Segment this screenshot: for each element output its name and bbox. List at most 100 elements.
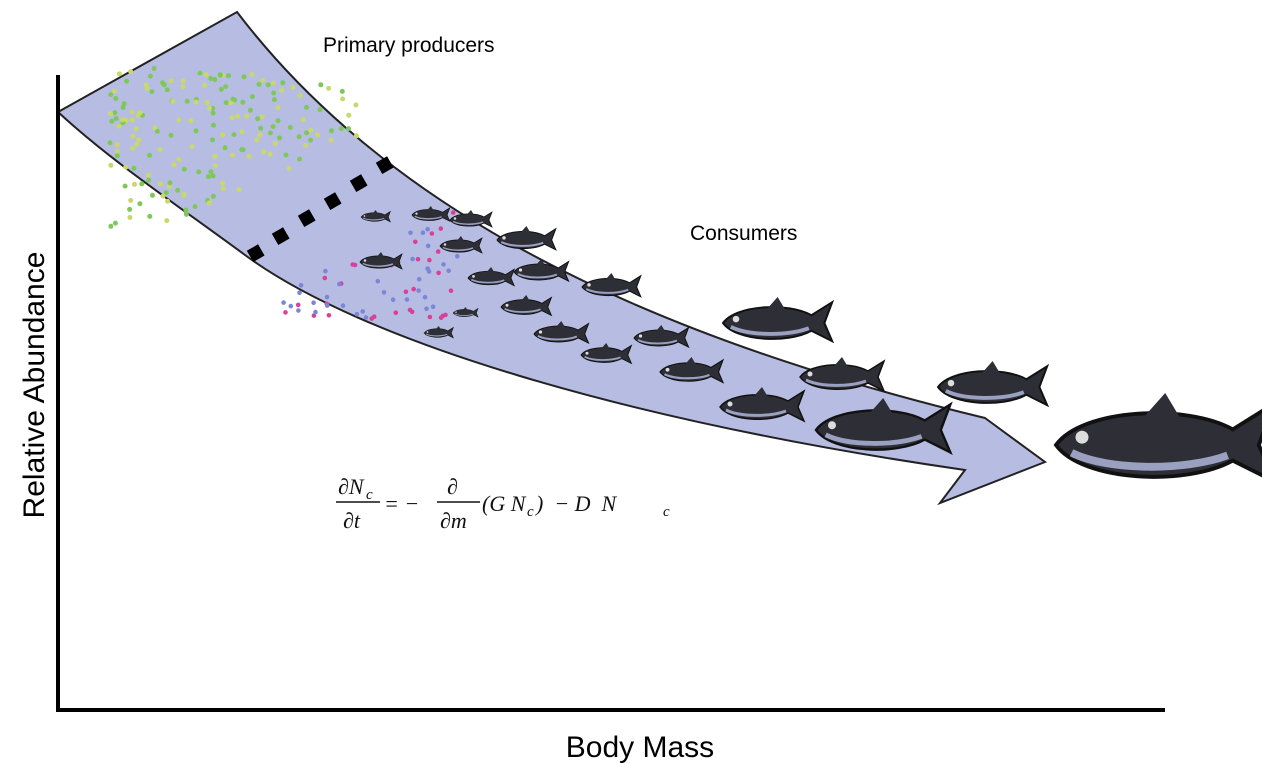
dot <box>116 123 122 129</box>
dot <box>146 177 152 183</box>
dot <box>271 90 277 96</box>
dot <box>296 134 302 140</box>
dot <box>183 211 189 217</box>
dot <box>430 304 436 310</box>
dot <box>121 101 127 107</box>
dot <box>150 192 155 198</box>
dot <box>144 86 150 91</box>
dot <box>132 181 137 187</box>
dot <box>350 262 356 267</box>
dot <box>205 174 211 180</box>
consumers-label: Consumers <box>690 222 797 245</box>
dot <box>108 92 114 98</box>
dot <box>360 309 366 314</box>
eq-text: c <box>366 487 373 503</box>
dot <box>176 117 182 123</box>
dot <box>270 124 276 129</box>
eq-text: ∂N <box>338 474 365 499</box>
dot <box>120 117 126 123</box>
dot <box>129 117 135 123</box>
dot <box>338 126 344 132</box>
dot <box>300 117 306 123</box>
dot <box>255 116 261 122</box>
dot <box>188 118 194 124</box>
dot <box>206 105 212 111</box>
dot <box>147 152 152 158</box>
dot <box>450 210 456 215</box>
dot <box>244 113 250 119</box>
dot <box>265 82 271 88</box>
dot <box>438 226 444 231</box>
eq-text: = − <box>384 491 419 516</box>
eq-text: ∂m <box>440 508 467 533</box>
dot <box>353 102 359 108</box>
dot <box>210 173 216 179</box>
dot <box>308 127 314 133</box>
dot <box>411 286 417 292</box>
dot <box>210 110 216 116</box>
dot <box>220 132 226 138</box>
dot <box>371 314 377 320</box>
dot <box>122 183 128 189</box>
eq-text: c <box>527 504 534 520</box>
dot <box>346 126 351 132</box>
dot <box>353 133 359 139</box>
dot <box>157 147 163 153</box>
producers-label: Primary producers <box>323 34 495 57</box>
dot <box>131 165 137 171</box>
dot <box>249 72 255 77</box>
x-axis-label: Body Mass <box>566 731 714 763</box>
dot <box>210 193 216 199</box>
dot <box>128 197 134 203</box>
dot <box>154 128 160 134</box>
dot <box>436 270 441 276</box>
dot <box>114 153 120 159</box>
dot <box>363 315 369 320</box>
dot <box>422 294 428 300</box>
dot <box>280 80 286 86</box>
dot <box>326 313 332 318</box>
dot <box>230 96 236 102</box>
dot <box>130 133 136 139</box>
dot <box>249 94 255 100</box>
dot <box>283 152 289 158</box>
dot <box>180 78 186 84</box>
dot <box>108 111 113 117</box>
dot <box>257 132 263 138</box>
dot <box>337 281 342 287</box>
dot <box>147 213 153 219</box>
dot <box>133 126 139 132</box>
dot <box>283 310 288 315</box>
dot <box>183 207 189 213</box>
dot <box>176 157 182 162</box>
dot <box>217 72 223 78</box>
dot <box>246 153 252 159</box>
dot <box>429 231 435 236</box>
dot <box>346 112 352 118</box>
dot <box>275 105 281 111</box>
dot <box>109 118 115 124</box>
eq-text: (G N <box>482 491 527 516</box>
dot <box>189 144 195 150</box>
dot <box>113 96 119 101</box>
dot <box>184 98 190 104</box>
dot <box>448 288 454 294</box>
dot <box>128 69 134 75</box>
dot <box>149 89 155 95</box>
dot <box>168 132 174 138</box>
dot <box>425 243 431 249</box>
dot <box>260 77 266 83</box>
dot <box>261 149 267 155</box>
dot <box>112 110 118 116</box>
dot <box>220 180 226 186</box>
dot <box>137 110 143 116</box>
dot <box>192 204 198 210</box>
dot <box>325 303 330 308</box>
dot <box>277 135 282 141</box>
dot <box>218 86 224 92</box>
dot <box>193 128 199 134</box>
dot <box>403 289 409 295</box>
eq-text: c <box>663 504 670 520</box>
dot <box>304 130 309 136</box>
dot <box>416 288 421 293</box>
